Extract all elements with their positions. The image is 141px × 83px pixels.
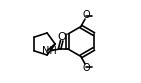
Text: NH: NH	[42, 46, 57, 56]
Text: O: O	[83, 10, 91, 20]
Text: O: O	[83, 63, 91, 73]
Text: O: O	[57, 32, 66, 42]
